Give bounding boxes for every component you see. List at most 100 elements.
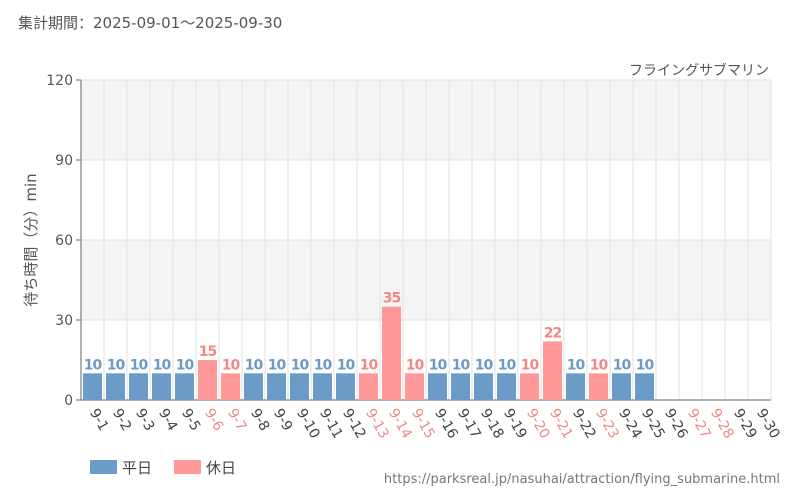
x-tick-label-9-11: 9-11 <box>316 406 346 442</box>
value-label-9-23: 10 <box>590 357 609 373</box>
x-tick-label-9-12: 9-12 <box>339 406 369 442</box>
value-label-9-15: 10 <box>406 357 425 373</box>
x-tick-label-9-2: 9-2 <box>109 406 134 434</box>
bar-9-10 <box>290 373 309 400</box>
chart-title: フライングサブマリン <box>629 62 769 79</box>
bar-9-19 <box>497 373 516 400</box>
legend-swatch-holiday <box>174 460 201 474</box>
x-tick-label-9-25: 9-25 <box>638 406 668 442</box>
value-label-9-14: 35 <box>383 291 401 307</box>
value-label-9-9: 10 <box>268 357 287 373</box>
bar-9-16 <box>428 373 447 400</box>
y-axis-label: 待ち時間（分）min <box>22 173 40 306</box>
bar-9-11 <box>313 373 332 400</box>
y-tick-labels: 0 30 60 90 120 <box>46 73 81 409</box>
value-label-9-17: 10 <box>452 357 471 373</box>
y-tick-label: 60 <box>55 233 73 249</box>
x-tick-label-9-22: 9-22 <box>569 406 599 442</box>
legend-label-weekday: 平日 <box>122 459 152 477</box>
bar-9-8 <box>244 373 263 400</box>
bar-9-14 <box>382 306 401 400</box>
value-label-9-22: 10 <box>567 357 586 373</box>
x-tick-label-9-26: 9-26 <box>661 406 691 442</box>
value-label-9-25: 10 <box>636 357 655 373</box>
x-tick-label-9-6: 9-6 <box>201 406 226 434</box>
horizontal-gridlines <box>81 79 771 321</box>
value-label-9-21: 22 <box>544 325 562 341</box>
period-label: 集計期間：2025-09-01～2025-09-30 <box>18 14 283 32</box>
value-label-9-1: 10 <box>84 357 103 373</box>
value-label-9-10: 10 <box>291 357 310 373</box>
bar-9-9 <box>267 373 286 400</box>
bar-9-1 <box>83 373 102 400</box>
x-tick-label-9-17: 9-17 <box>454 406 484 442</box>
bar-9-3 <box>129 373 148 400</box>
value-label-9-18: 10 <box>475 357 494 373</box>
bar-9-20 <box>520 373 539 400</box>
value-label-9-8: 10 <box>245 357 264 373</box>
x-tick-label-9-18: 9-18 <box>477 406 507 442</box>
source-url: https://parksreal.jp/nasuhai/attraction/… <box>383 472 780 487</box>
x-tick-label-9-13: 9-13 <box>362 406 392 442</box>
x-tick-label-9-28: 9-28 <box>707 406 737 442</box>
x-tick-label-9-3: 9-3 <box>132 406 157 434</box>
bar-9-7 <box>221 373 240 400</box>
bar-9-2 <box>106 373 125 400</box>
bar-9-12 <box>336 373 355 400</box>
y-tick-label: 0 <box>64 393 73 409</box>
bar-9-21 <box>543 341 562 400</box>
bar-9-13 <box>359 373 378 400</box>
x-tick-label-9-9: 9-9 <box>270 406 295 434</box>
bar-9-23 <box>589 373 608 400</box>
x-tick-label-9-30: 9-30 <box>753 406 783 442</box>
x-tick-label-9-21: 9-21 <box>546 406 576 442</box>
x-tick-label-9-19: 9-19 <box>500 406 530 442</box>
legend-label-holiday: 休日 <box>206 459 236 477</box>
x-tick-label-9-4: 9-4 <box>155 406 180 434</box>
x-tick-label-9-1: 9-1 <box>86 406 111 434</box>
value-label-9-24: 10 <box>613 357 632 373</box>
bar-9-15 <box>405 373 424 400</box>
x-tick-label-9-14: 9-14 <box>385 406 415 442</box>
bar-9-5 <box>175 373 194 400</box>
value-label-9-12: 10 <box>337 357 356 373</box>
bars <box>83 306 654 400</box>
x-tick-label-9-16: 9-16 <box>431 406 461 442</box>
legend: 平日 休日 <box>90 459 236 477</box>
bar-9-24 <box>612 373 631 400</box>
bar-9-6 <box>198 360 217 400</box>
value-label-9-20: 10 <box>521 357 540 373</box>
x-tick-label-9-10: 9-10 <box>293 406 323 442</box>
value-label-9-7: 10 <box>222 357 241 373</box>
x-tick-label-9-24: 9-24 <box>615 406 645 442</box>
x-tick-label-9-5: 9-5 <box>178 406 203 434</box>
y-tick-label: 120 <box>46 73 73 89</box>
value-label-9-5: 10 <box>176 357 195 373</box>
bar-9-4 <box>152 373 171 400</box>
x-tick-label-9-27: 9-27 <box>684 406 714 442</box>
bar-9-17 <box>451 373 470 400</box>
value-label-9-2: 10 <box>107 357 126 373</box>
x-tick-labels: 9-19-29-39-49-59-69-79-89-99-109-119-129… <box>86 406 783 442</box>
x-tick-label-9-15: 9-15 <box>408 406 438 442</box>
value-label-9-16: 10 <box>429 357 448 373</box>
x-tick-label-9-23: 9-23 <box>592 406 622 442</box>
x-tick-label-9-8: 9-8 <box>247 406 272 434</box>
value-label-9-6: 15 <box>199 344 217 360</box>
x-tick-label-9-20: 9-20 <box>523 406 553 442</box>
value-label-9-13: 10 <box>360 357 379 373</box>
value-label-9-11: 10 <box>314 357 333 373</box>
bar-9-18 <box>474 373 493 400</box>
y-tick-label: 90 <box>55 153 73 169</box>
value-label-9-3: 10 <box>130 357 149 373</box>
bar-9-22 <box>566 373 585 400</box>
y-tick-label: 30 <box>55 313 73 329</box>
value-label-9-19: 10 <box>498 357 517 373</box>
bar-9-25 <box>635 373 654 400</box>
x-tick-label-9-29: 9-29 <box>730 406 760 442</box>
x-tick-label-9-7: 9-7 <box>224 406 249 434</box>
value-label-9-4: 10 <box>153 357 172 373</box>
legend-swatch-weekday <box>90 460 117 474</box>
